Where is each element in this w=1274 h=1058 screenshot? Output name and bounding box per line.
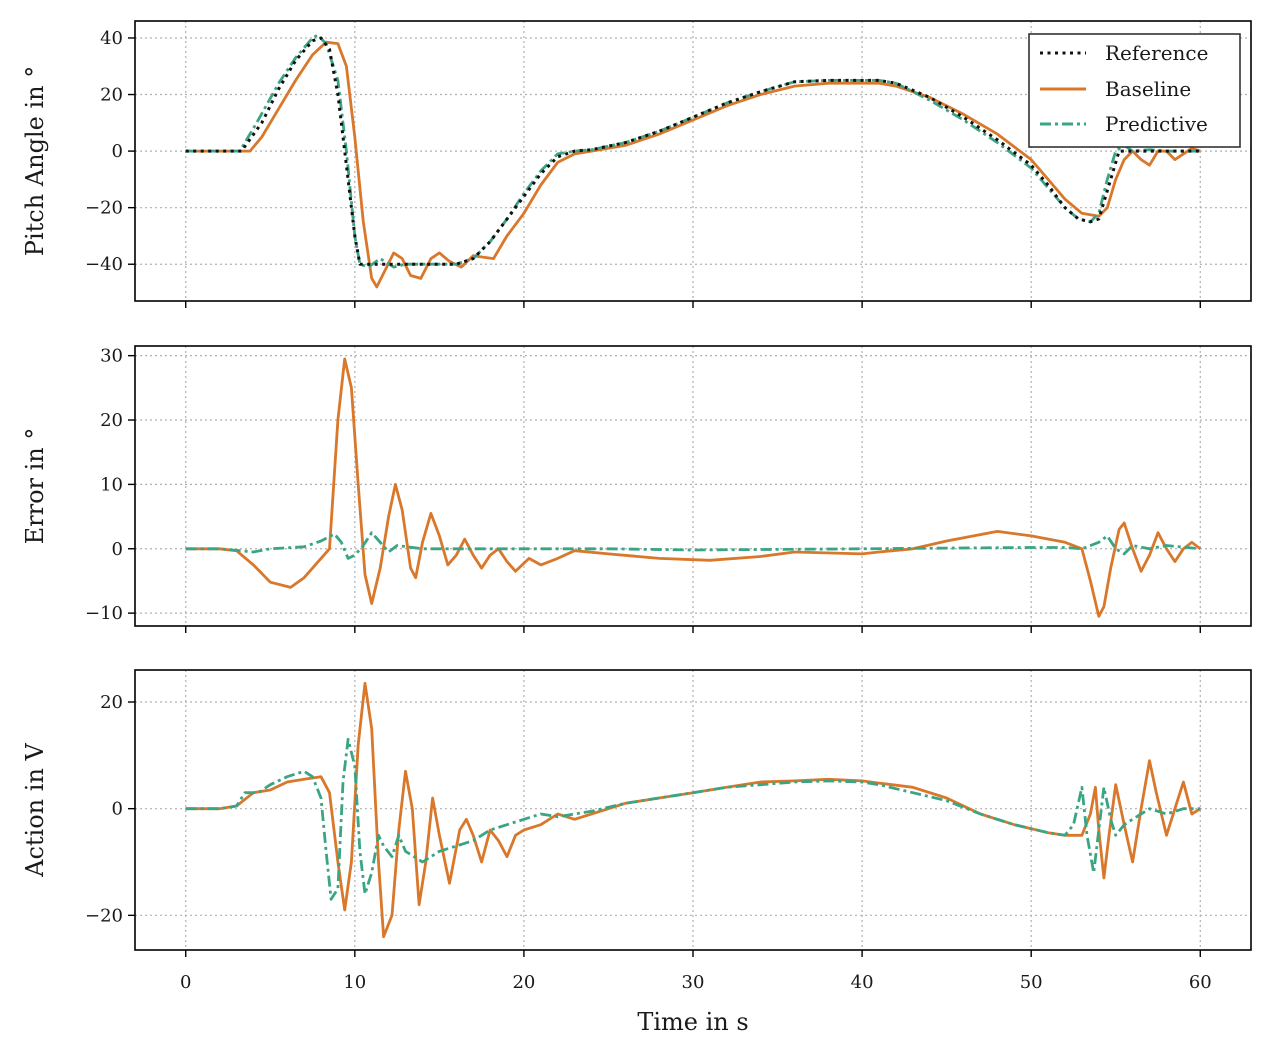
- error-series-baseline: [185, 357, 1202, 618]
- legend-baseline-label: Baseline: [1105, 77, 1191, 101]
- action-x-tick-label-60: 60: [1189, 972, 1212, 993]
- action-y-tick-label-0: 0: [112, 799, 123, 820]
- time-axis-label: Time in s: [637, 1008, 748, 1036]
- pitch-y-tick-label--40: −40: [85, 254, 123, 275]
- action-x-tick-label-40: 40: [851, 972, 874, 993]
- action-y-tick-label-20: 20: [100, 692, 123, 713]
- pitch-series-baseline: [185, 40, 1201, 289]
- action-x-tick-label-20: 20: [512, 972, 535, 993]
- pitch-y-tick-label-40: 40: [100, 28, 123, 49]
- legend-predictive-label: Predictive: [1105, 112, 1208, 136]
- error-axis-label: Error in °: [21, 428, 49, 545]
- error-y-tick-label-20: 20: [100, 410, 123, 431]
- error-y-tick-label-10: 10: [100, 474, 123, 495]
- error-series-predictive: [185, 531, 1201, 560]
- legend-reference-label: Reference: [1105, 41, 1208, 65]
- error-y-tick-label-30: 30: [100, 346, 123, 367]
- legend: Reference Baseline Predictive: [1028, 33, 1241, 148]
- pitch-angle-axis-label: Pitch Angle in °: [21, 66, 49, 256]
- error-panel: −10 0 10 20 30: [85, 345, 1252, 633]
- pitch-y-tick-label-0: 0: [112, 141, 123, 162]
- pitch-series-reference: [185, 36, 1201, 266]
- error-y-tick-label--10: −10: [85, 603, 123, 624]
- action-series-baseline: [185, 681, 1202, 939]
- action-x-tick-label-50: 50: [1020, 972, 1043, 993]
- action-x-tick-label-0: 0: [180, 972, 191, 993]
- action-x-tick-label-10: 10: [343, 972, 366, 993]
- action-axis-label: Action in V: [21, 742, 49, 877]
- action-x-tick-label-30: 30: [682, 972, 705, 993]
- action-series-predictive: [185, 737, 1201, 901]
- pitch-y-tick-label-20: 20: [100, 85, 123, 106]
- pitch-y-tick-label--20: −20: [85, 198, 123, 219]
- pitch-angle-panel: −40 −20 0 20 40: [85, 20, 1252, 308]
- error-y-tick-label-0: 0: [112, 539, 123, 560]
- action-panel: 0 10 20 30 40 50 60 −20 0 20: [85, 669, 1252, 993]
- action-y-tick-label--20: −20: [85, 905, 123, 926]
